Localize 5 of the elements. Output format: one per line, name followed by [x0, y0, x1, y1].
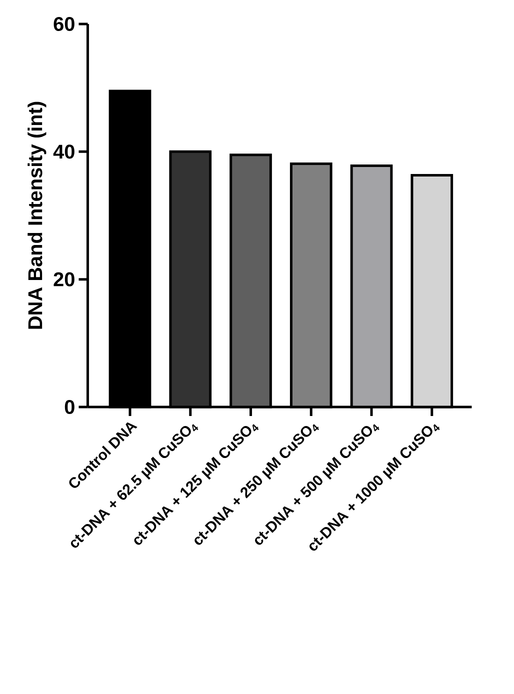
y-tick-label: 40 [53, 144, 74, 159]
y-tick-label: 0 [64, 400, 74, 414]
y-tick-label: 60 [54, 16, 74, 32]
y-tick-label: 20 [54, 272, 74, 286]
y-axis-title: DNA Band Intensity (int) [28, 102, 46, 329]
